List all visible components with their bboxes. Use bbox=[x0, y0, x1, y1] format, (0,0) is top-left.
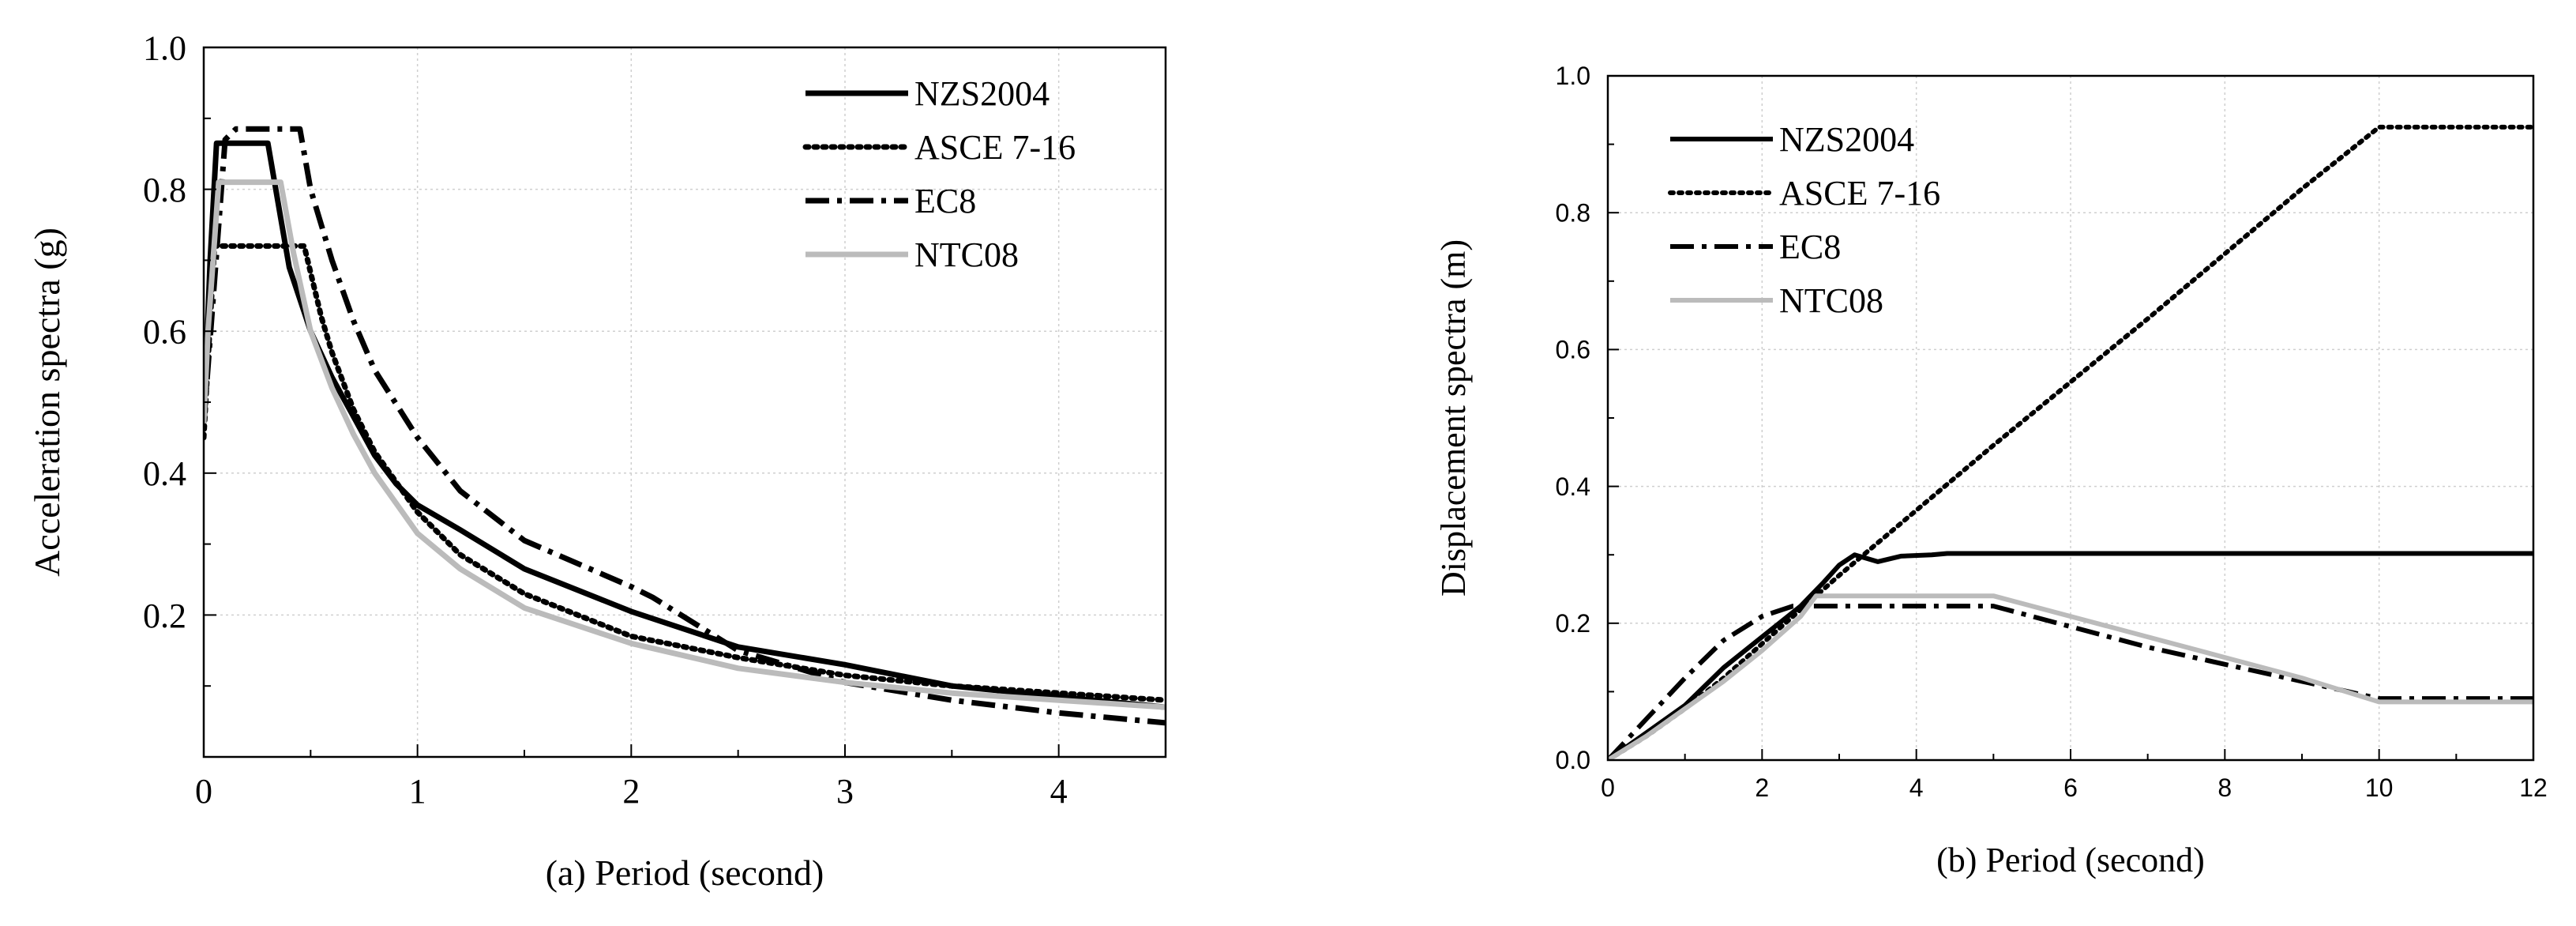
x-tick-label: 2 bbox=[622, 772, 640, 811]
y-tick-label: 1.0 bbox=[1556, 62, 1590, 90]
series-line-asce-7-16 bbox=[204, 243, 1166, 703]
legend-label: EC8 bbox=[914, 182, 976, 220]
x-tick-label: 4 bbox=[1050, 772, 1068, 811]
chart-displacement: 0 2 4 6 8 10 12 0.0 0.2 0.4 0.6 0.8 1.0 (b) Period (s… bbox=[1434, 62, 2548, 879]
series-line-ec8 bbox=[1608, 604, 2533, 760]
y-tick-label: 0.6 bbox=[143, 313, 186, 352]
x-tick-label: 0 bbox=[1601, 774, 1615, 802]
y-tick-label: 0.0 bbox=[1556, 746, 1590, 774]
y-tick-label: 1.0 bbox=[143, 28, 186, 67]
y-axis-label: Displacement spectra (m) bbox=[1434, 239, 1473, 597]
legend-label: NTC08 bbox=[914, 235, 1019, 274]
y-axis-label: Acceleration spectra (g) bbox=[27, 228, 67, 577]
series-line-ntc08 bbox=[1608, 593, 2533, 760]
series-line-nzs2004 bbox=[1608, 551, 2533, 760]
y-tick-label: 0.8 bbox=[1556, 198, 1590, 227]
y-tick-label: 0.2 bbox=[143, 597, 186, 635]
x-tick-label: 6 bbox=[2063, 774, 2078, 802]
x-tick-label: 4 bbox=[1909, 774, 1924, 802]
y-tick-label: 0.4 bbox=[143, 454, 186, 493]
legend-label: ASCE 7-16 bbox=[914, 128, 1076, 167]
chart-acceleration: 0 1 2 3 4 0.2 0.4 0.6 0.8 1.0 (a) Period (second) A… bbox=[27, 28, 1167, 893]
x-axis-label: (a) Period (second) bbox=[546, 853, 824, 893]
series-line-ntc08 bbox=[204, 179, 1166, 710]
x-axis-label: (b) Period (second) bbox=[1936, 841, 2205, 879]
legend-label: NZS2004 bbox=[914, 74, 1050, 113]
x-tick-label: 0 bbox=[195, 772, 212, 811]
legend-label: NTC08 bbox=[1779, 281, 1883, 320]
x-tick-label: 12 bbox=[2519, 774, 2548, 802]
legend-label: EC8 bbox=[1779, 228, 1841, 266]
legend: NZS2004 ASCE 7-16 EC8 NTC08 bbox=[1668, 120, 1940, 320]
y-tick-label: 0.8 bbox=[143, 171, 186, 209]
x-tick-label: 8 bbox=[2217, 774, 2232, 802]
legend-label: ASCE 7-16 bbox=[1779, 174, 1940, 213]
x-tick-label: 3 bbox=[836, 772, 854, 811]
y-tick-label: 0.2 bbox=[1556, 609, 1590, 638]
y-tick-label: 0.6 bbox=[1556, 336, 1590, 364]
legend: NZS2004 ASCE 7-16 EC8 NTC08 bbox=[802, 74, 1076, 274]
x-tick-label: 2 bbox=[1755, 774, 1769, 802]
x-tick-label: 1 bbox=[409, 772, 426, 811]
legend-label: NZS2004 bbox=[1779, 120, 1914, 159]
x-tick-label: 10 bbox=[2365, 774, 2394, 802]
y-tick-label: 0.4 bbox=[1556, 472, 1590, 501]
